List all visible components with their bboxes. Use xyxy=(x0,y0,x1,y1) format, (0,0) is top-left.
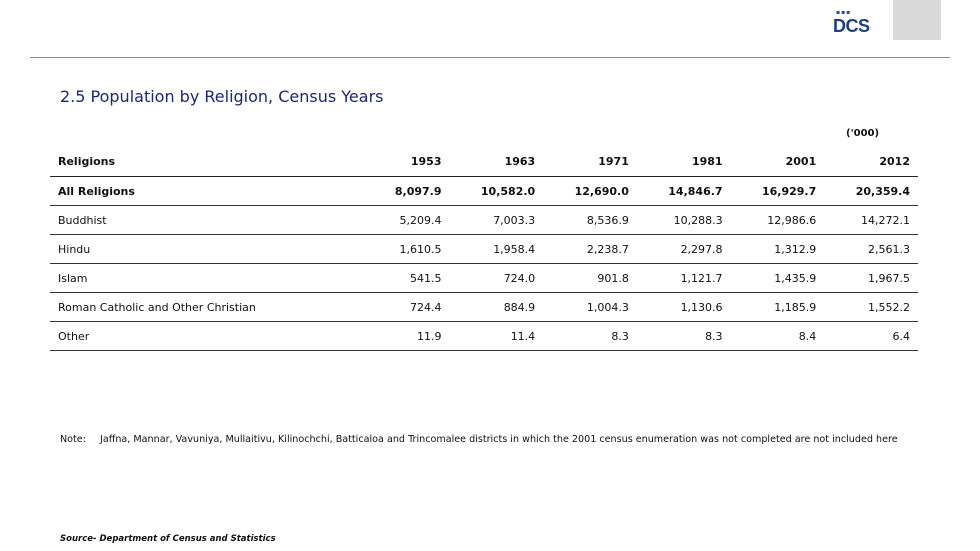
table-cell: 1,312.9 xyxy=(774,242,817,256)
table-row: Islam 541.5 724.0 901.8 1,121.7 1,435.9 … xyxy=(50,264,918,293)
footnote: Note: Jaffna, Mannar, Vavuniya, Mullaitiv… xyxy=(60,432,930,448)
row-label: Other xyxy=(58,329,90,343)
table-header-row: Religions 1953 1963 1971 1981 2001 2012 xyxy=(50,146,918,177)
column-header-2001: 2001 xyxy=(785,154,817,168)
religion-table: Religions 1953 1963 1971 1981 2001 2012 … xyxy=(50,146,918,351)
table-cell: 8,536.9 xyxy=(586,213,629,227)
column-header-1953: 1953 xyxy=(410,154,442,168)
table-cell: 1,004.3 xyxy=(586,300,629,314)
column-header-1963: 1963 xyxy=(504,154,536,168)
table-cell: 724.4 xyxy=(410,300,442,314)
table-cell: 724.0 xyxy=(503,271,536,285)
table-row: Other 11.9 11.4 8.3 8.3 8.4 6.4 xyxy=(50,322,918,351)
table-row: Hindu 1,610.5 1,958.4 2,238.7 2,297.8 1,… xyxy=(50,235,918,264)
logo-dots: ▪▪▪ xyxy=(836,9,852,16)
column-header-1981: 1981 xyxy=(691,154,723,168)
logo-text: DCS xyxy=(833,16,870,36)
table-cell: 1,121.7 xyxy=(680,271,723,285)
table-cell: 10,288.3 xyxy=(673,213,723,227)
table-cell: 1,130.6 xyxy=(680,300,723,314)
row-label: Buddhist xyxy=(58,213,107,227)
row-label: Roman Catholic and Other Christian xyxy=(58,300,256,314)
table-cell: 14,846.7 xyxy=(668,184,723,198)
column-header-religions: Religions xyxy=(58,154,116,168)
table-cell: 11.4 xyxy=(510,329,536,343)
unit-label: ('000) xyxy=(846,128,880,139)
table-cell: 1,435.9 xyxy=(774,271,817,285)
table-cell: 2,238.7 xyxy=(586,242,629,256)
table-cell: 2,561.3 xyxy=(868,242,910,256)
source-credit: Source- Department of Census and Statist… xyxy=(60,534,276,544)
note-label: Note: xyxy=(60,434,86,445)
table-cell: 16,929.7 xyxy=(761,184,817,198)
table-cell: 8.3 xyxy=(611,329,629,343)
table-cell: 6.4 xyxy=(892,329,911,343)
column-header-2012: 2012 xyxy=(879,154,910,168)
table-cell: 2,297.8 xyxy=(680,242,723,256)
header-divider xyxy=(30,57,950,58)
table-cell: 12,690.0 xyxy=(574,184,629,198)
table-cell: 11.9 xyxy=(417,329,442,343)
table-cell: 541.5 xyxy=(410,271,442,285)
table-row: All Religions 8,097.9 10,582.0 12,690.0 … xyxy=(50,177,918,206)
table-cell: 5,209.4 xyxy=(399,213,442,227)
note-text: Jaffna, Mannar, Vavuniya, Mullaitivu, Ki… xyxy=(100,434,898,445)
table-cell: 8.3 xyxy=(705,329,723,343)
row-label: All Religions xyxy=(58,184,135,198)
table-cell: 8.4 xyxy=(798,329,817,343)
table-cell: 10,582.0 xyxy=(480,184,536,198)
dcs-logo: ▪▪▪ DCS xyxy=(833,10,879,38)
table-cell: 1,958.4 xyxy=(493,242,536,256)
table-row: Roman Catholic and Other Christian 724.4… xyxy=(50,293,918,322)
table-cell: 20,359.4 xyxy=(855,184,910,198)
table-cell: 901.8 xyxy=(597,271,629,285)
table-cell: 1,552.2 xyxy=(868,300,910,314)
table-cell: 1,185.9 xyxy=(774,300,817,314)
table-cell: 7,003.3 xyxy=(493,213,536,227)
table-cell: 1,967.5 xyxy=(868,271,910,285)
table-cell: 14,272.1 xyxy=(861,213,910,227)
table-cell: 1,610.5 xyxy=(399,242,442,256)
column-header-1971: 1971 xyxy=(598,154,629,168)
header-gray-box xyxy=(893,0,941,40)
page-title: 2.5 Population by Religion, Census Years xyxy=(60,87,384,106)
table-cell: 8,097.9 xyxy=(394,184,442,198)
row-label: Islam xyxy=(58,271,88,285)
table-cell: 12,986.6 xyxy=(767,213,817,227)
table-cell: 884.9 xyxy=(503,300,536,314)
table-row: Buddhist 5,209.4 7,003.3 8,536.9 10,288.… xyxy=(50,206,918,235)
row-label: Hindu xyxy=(58,242,91,256)
